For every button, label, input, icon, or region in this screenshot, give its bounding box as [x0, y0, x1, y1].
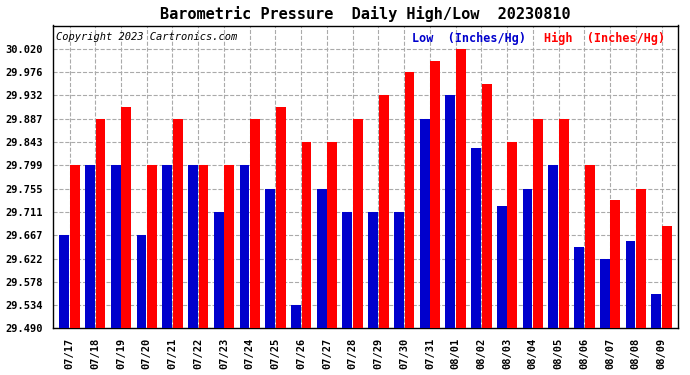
Title: Barometric Pressure  Daily High/Low  20230810: Barometric Pressure Daily High/Low 20230… [160, 6, 571, 21]
Bar [85, 165, 95, 328]
Bar [584, 165, 595, 328]
Bar [533, 119, 543, 328]
Bar [662, 225, 672, 328]
Bar [199, 165, 208, 328]
Bar [147, 165, 157, 328]
Bar [188, 165, 198, 328]
Bar [471, 148, 481, 328]
Bar [173, 119, 183, 328]
Bar [353, 119, 363, 328]
Text: Copyright 2023 Cartronics.com: Copyright 2023 Cartronics.com [56, 32, 237, 42]
Bar [600, 259, 610, 328]
Bar [137, 235, 146, 328]
Bar [317, 189, 326, 328]
Text: Low  (Inches/Hg): Low (Inches/Hg) [413, 32, 526, 45]
Text: High  (Inches/Hg): High (Inches/Hg) [544, 32, 665, 45]
Bar [162, 165, 172, 328]
Bar [224, 165, 234, 328]
Bar [636, 189, 646, 328]
Bar [121, 107, 131, 328]
Bar [431, 61, 440, 328]
Bar [111, 165, 121, 328]
Bar [574, 247, 584, 328]
Bar [456, 49, 466, 328]
Bar [626, 242, 635, 328]
Bar [291, 305, 301, 328]
Bar [446, 95, 455, 328]
Bar [559, 119, 569, 328]
Bar [276, 107, 286, 328]
Bar [420, 119, 429, 328]
Bar [214, 212, 224, 328]
Bar [250, 119, 260, 328]
Bar [651, 294, 661, 328]
Bar [379, 95, 388, 328]
Bar [549, 165, 558, 328]
Bar [70, 165, 79, 328]
Bar [482, 84, 491, 328]
Bar [523, 189, 533, 328]
Bar [302, 142, 311, 328]
Bar [404, 72, 414, 328]
Bar [96, 119, 106, 328]
Bar [59, 235, 69, 328]
Bar [497, 206, 506, 328]
Bar [342, 212, 353, 328]
Bar [265, 189, 275, 328]
Bar [611, 200, 620, 328]
Bar [508, 142, 518, 328]
Bar [327, 142, 337, 328]
Bar [394, 212, 404, 328]
Bar [368, 212, 378, 328]
Bar [239, 165, 249, 328]
